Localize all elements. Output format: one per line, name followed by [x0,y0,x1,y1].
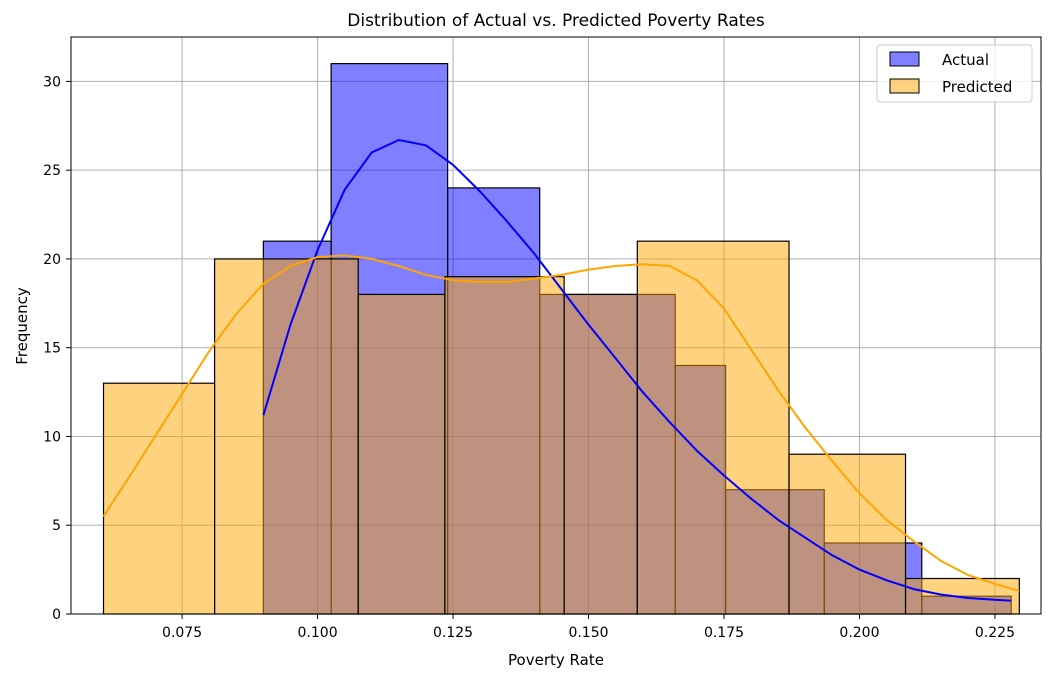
x-tick-label: 0.075 [162,625,202,641]
y-tick-label: 0 [52,607,61,623]
x-tick-label: 0.125 [433,625,473,641]
chart-title: Distribution of Actual vs. Predicted Pov… [347,11,765,31]
legend-label-predicted: Predicted [942,78,1012,96]
legend-label-actual: Actual [942,51,989,69]
y-tick-label: 10 [43,429,61,445]
x-tick-label: 0.100 [298,625,338,641]
legend: Actual Predicted [876,44,1033,103]
y-tick-label: 15 [43,341,61,357]
y-tick-label: 25 [43,163,61,179]
legend-swatch-predicted [889,78,920,94]
histogram-bars [102,63,1020,615]
y-tick-label: 30 [43,74,61,90]
plot-frame [70,36,1042,615]
x-tick-label: 0.225 [975,625,1015,641]
x-tick-label: 0.150 [568,625,608,641]
bar-predicted [102,382,216,615]
bar-predicted [636,240,790,615]
bar-predicted [904,577,1020,615]
kde-line-actual [262,139,1012,602]
bar-predicted [788,453,907,615]
bar-predicted [444,276,565,615]
y-tick-label: 20 [43,252,61,268]
bar-predicted [214,258,359,615]
x-tick-label: 0.200 [839,625,879,641]
y-axis-label: Frequency [13,287,31,365]
bar-predicted [563,293,638,615]
kde-curves [102,139,1020,602]
x-axis-ticks: 0.075 0.100 0.125 0.150 0.175 0.200 0.225 [162,614,1015,641]
legend-swatch-actual [889,51,920,67]
x-tick-label: 0.175 [704,625,744,641]
kde-line-predicted [102,254,1020,592]
y-axis-ticks: 0 5 10 15 20 25 30 [43,74,71,623]
y-tick-label: 5 [52,518,61,534]
bar-predicted [357,293,446,615]
x-axis-label: Poverty Rate [508,651,604,669]
